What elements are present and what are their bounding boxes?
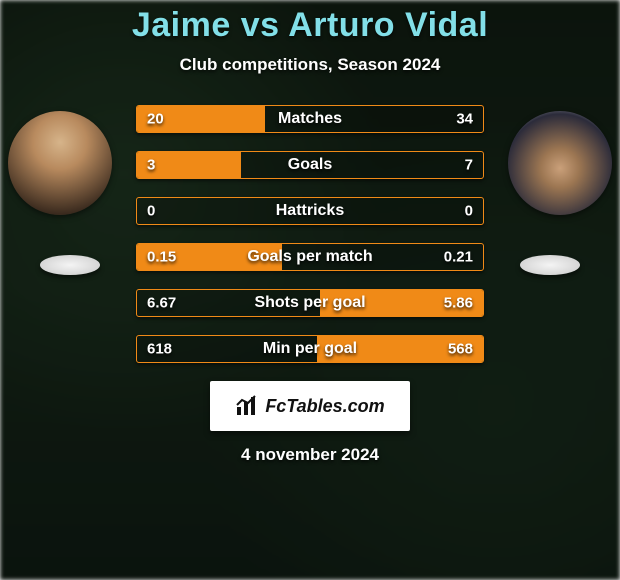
stat-value-left: 6.67: [147, 295, 176, 312]
stat-value-right: 0: [465, 203, 473, 220]
stat-value-right: 7: [465, 157, 473, 174]
stat-value-right: 34: [456, 111, 473, 128]
stat-fill-left: [137, 152, 241, 178]
page-subtitle: Club competitions, Season 2024: [180, 55, 441, 75]
brand-badge: FcTables.com: [210, 381, 410, 431]
bar-chart-icon: [235, 394, 259, 418]
club-badge-left: [40, 255, 100, 275]
date-text: 4 november 2024: [241, 445, 379, 465]
stat-bars-container: 2034Matches 37Goals 0 0Hattricks 0.150.21Goa…: [136, 105, 484, 363]
stat-row: 37Goals: [136, 151, 484, 179]
page-title: Jaime vs Arturo Vidal: [132, 6, 488, 45]
avatar-placeholder: [508, 111, 612, 215]
stat-row: 2034Matches: [136, 105, 484, 133]
comparison-block: 2034Matches 37Goals 0 0Hattricks 0.150.21Goa…: [0, 105, 620, 363]
stat-fill-right: [320, 290, 483, 316]
content-wrapper: Jaime vs Arturo Vidal Club competitions,…: [0, 0, 620, 580]
stat-row: 618568Min per goal: [136, 335, 484, 363]
stat-value-right: 0.21: [444, 249, 473, 266]
stat-row: 6.675.86Shots per goal: [136, 289, 484, 317]
stat-value-left: 618: [147, 341, 172, 358]
stat-fill-right: [317, 336, 483, 362]
stat-label: Hattricks: [137, 202, 483, 220]
player-left-avatar: [8, 111, 112, 215]
avatar-placeholder: [8, 111, 112, 215]
stat-value-left: 0: [147, 203, 155, 220]
brand-text: FcTables.com: [265, 396, 384, 417]
stat-fill-left: [137, 106, 265, 132]
stat-row: 0 0Hattricks: [136, 197, 484, 225]
stat-row: 0.150.21Goals per match: [136, 243, 484, 271]
club-badge-right: [520, 255, 580, 275]
stat-fill-left: [137, 244, 282, 270]
player-right-avatar: [508, 111, 612, 215]
